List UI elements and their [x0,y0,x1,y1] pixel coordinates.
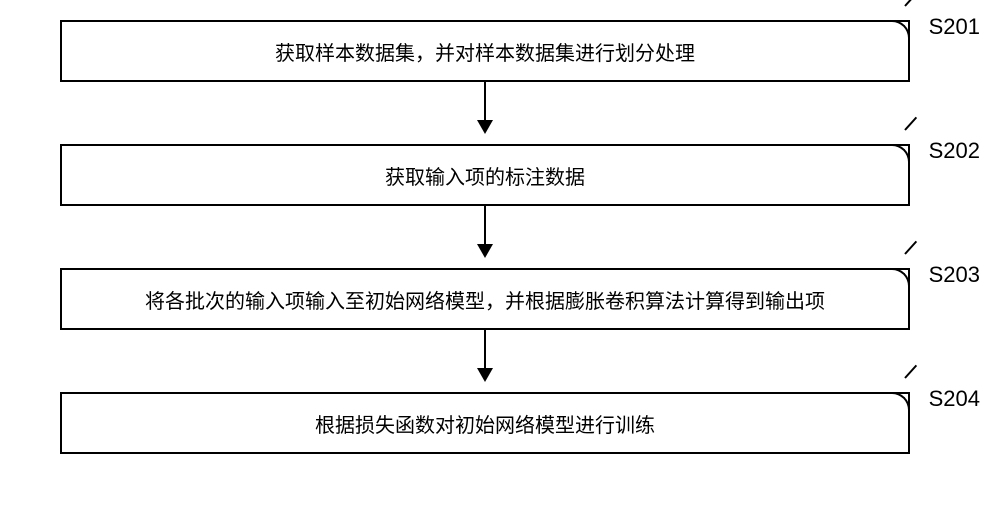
step-box-1: S201 获取样本数据集，并对样本数据集进行划分处理 [60,20,910,82]
connector-curve [884,268,910,294]
step-text-4: 根据损失函数对初始网络模型进行训练 [315,409,655,438]
step-box-2: S202 获取输入项的标注数据 [60,144,910,206]
connector-curve [884,144,910,170]
arrow-3 [60,330,910,392]
connector-diag [904,0,917,7]
step-text-3: 将各批次的输入项输入至初始网络模型，并根据膨胀卷积算法计算得到输出项 [145,285,825,314]
connector-curve [884,392,910,418]
step-text-2: 获取输入项的标注数据 [385,161,585,190]
arrow-1 [60,82,910,144]
step-text-1: 获取样本数据集，并对样本数据集进行划分处理 [275,37,695,66]
connector-curve [884,20,910,46]
flowchart-container: S201 获取样本数据集，并对样本数据集进行划分处理 S202 获取输入项的标注… [60,20,910,454]
step-label-3: S203 [929,262,980,288]
step-label-2: S202 [929,138,980,164]
step-label-4: S204 [929,386,980,412]
step-label-1: S201 [929,14,980,40]
step-box-3: S203 将各批次的输入项输入至初始网络模型，并根据膨胀卷积算法计算得到输出项 [60,268,910,330]
step-box-4: S204 根据损失函数对初始网络模型进行训练 [60,392,910,454]
arrow-2 [60,206,910,268]
